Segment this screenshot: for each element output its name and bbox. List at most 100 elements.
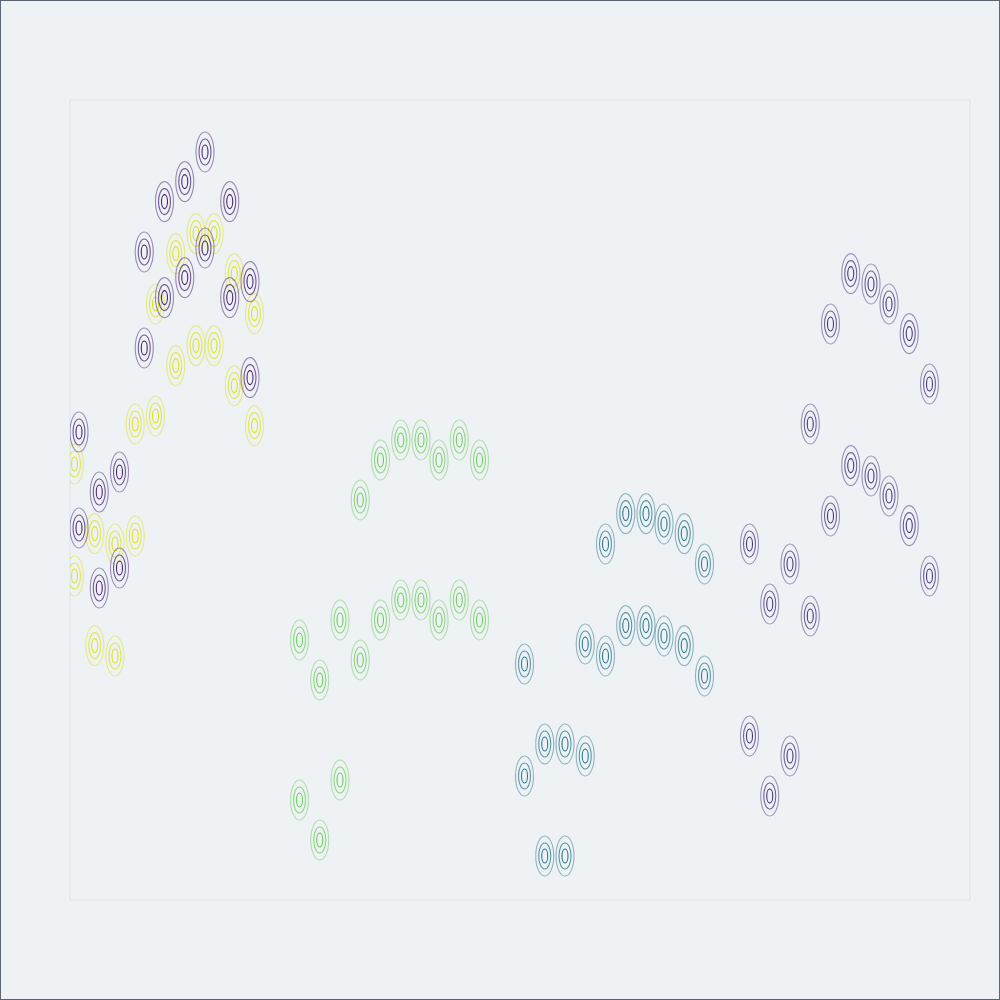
contour-ring xyxy=(539,731,551,757)
contour-ring xyxy=(678,521,690,547)
contour-ring xyxy=(89,633,101,659)
contour-ring xyxy=(637,494,655,534)
contour-ring xyxy=(556,724,574,764)
contour-ring xyxy=(880,284,898,324)
contour-ring xyxy=(193,339,199,353)
contour-cluster xyxy=(696,544,714,584)
contour-ring xyxy=(227,195,233,209)
contour-ring xyxy=(106,636,124,676)
contour-ring xyxy=(153,409,159,423)
contour-series xyxy=(741,254,939,816)
contour-ring xyxy=(126,404,144,444)
contour-cluster xyxy=(372,600,390,640)
contour-ring xyxy=(170,241,182,267)
contour-ring xyxy=(845,453,857,479)
contour-cluster xyxy=(196,228,214,268)
contour-ring xyxy=(787,557,793,571)
contour-cluster xyxy=(291,620,309,660)
contour-cluster xyxy=(761,776,779,816)
contour-cluster xyxy=(655,504,673,544)
contour-ring xyxy=(96,581,102,595)
contour-ring xyxy=(804,603,816,629)
contour-ring xyxy=(418,593,424,607)
contour-ring xyxy=(241,358,259,398)
contour-ring xyxy=(392,420,410,460)
contour-ring xyxy=(576,736,594,776)
contour-cluster xyxy=(225,366,243,406)
contour-ring xyxy=(542,849,548,863)
contour-ring xyxy=(655,616,673,656)
contour-series xyxy=(516,494,714,876)
contour-ring xyxy=(617,494,635,534)
contour-ring xyxy=(334,767,346,793)
contour-ring xyxy=(620,613,632,639)
contour-ring xyxy=(208,333,220,359)
contour-cluster xyxy=(536,836,554,876)
contour-ring xyxy=(182,175,188,189)
contour-ring xyxy=(453,427,465,453)
plot-frame xyxy=(70,100,970,900)
contour-ring xyxy=(311,660,329,700)
contour-ring xyxy=(764,591,776,617)
contour-ring xyxy=(114,459,126,485)
contour-ring xyxy=(696,544,714,584)
chart xyxy=(0,0,1000,1000)
contour-ring xyxy=(807,609,813,623)
contour-ring xyxy=(114,555,126,581)
contour-ring xyxy=(227,291,233,305)
contour-ring xyxy=(354,647,366,673)
contour-cluster xyxy=(862,456,880,496)
contour-series xyxy=(70,132,259,608)
contour-ring xyxy=(883,291,895,317)
contour-ring xyxy=(886,297,892,311)
contour-ring xyxy=(456,433,462,447)
contour-cluster xyxy=(392,420,410,460)
contour-cluster xyxy=(822,304,840,344)
contour-cluster xyxy=(187,326,205,366)
contour-ring xyxy=(623,507,629,521)
contour-ring xyxy=(224,285,236,311)
contour-ring xyxy=(126,516,144,556)
contour-cluster xyxy=(70,556,84,596)
contour-ring xyxy=(822,496,840,536)
contour-ring xyxy=(138,335,150,361)
contour-ring xyxy=(927,377,933,391)
contour-ring xyxy=(761,584,779,624)
contour-ring xyxy=(109,531,121,557)
contour-ring xyxy=(117,561,123,575)
contour-cluster xyxy=(70,412,88,452)
contour-ring xyxy=(357,493,363,507)
contour-ring xyxy=(415,427,427,453)
contour-cluster xyxy=(576,736,594,776)
contour-ring xyxy=(70,563,81,589)
contour-cluster xyxy=(430,440,448,480)
contour-ring xyxy=(111,548,129,588)
contour-ring xyxy=(93,575,105,601)
contour-ring xyxy=(317,673,323,687)
contour-ring xyxy=(176,258,194,298)
contour-cluster xyxy=(241,358,259,398)
contour-ring xyxy=(436,453,442,467)
contour-ring xyxy=(603,537,609,551)
contour-ring xyxy=(334,607,346,633)
contour-ring xyxy=(450,420,468,460)
contour-ring xyxy=(412,420,430,460)
contour-ring xyxy=(603,649,609,663)
contour-ring xyxy=(90,472,108,512)
contour-ring xyxy=(643,619,649,633)
contour-cluster xyxy=(556,724,574,764)
contour-ring xyxy=(135,328,153,368)
contour-ring xyxy=(76,521,82,535)
contour-cluster xyxy=(842,254,860,294)
contour-ring xyxy=(314,667,326,693)
contour-ring xyxy=(474,607,486,633)
contour-cluster xyxy=(842,446,860,486)
contour-ring xyxy=(516,644,534,684)
contour-ring xyxy=(761,776,779,816)
contour-cluster xyxy=(801,404,819,444)
contour-ring xyxy=(848,267,854,281)
contour-cluster xyxy=(556,836,574,876)
contour-ring xyxy=(787,749,793,763)
contour-cluster xyxy=(862,264,880,304)
contour-ring xyxy=(702,669,708,683)
